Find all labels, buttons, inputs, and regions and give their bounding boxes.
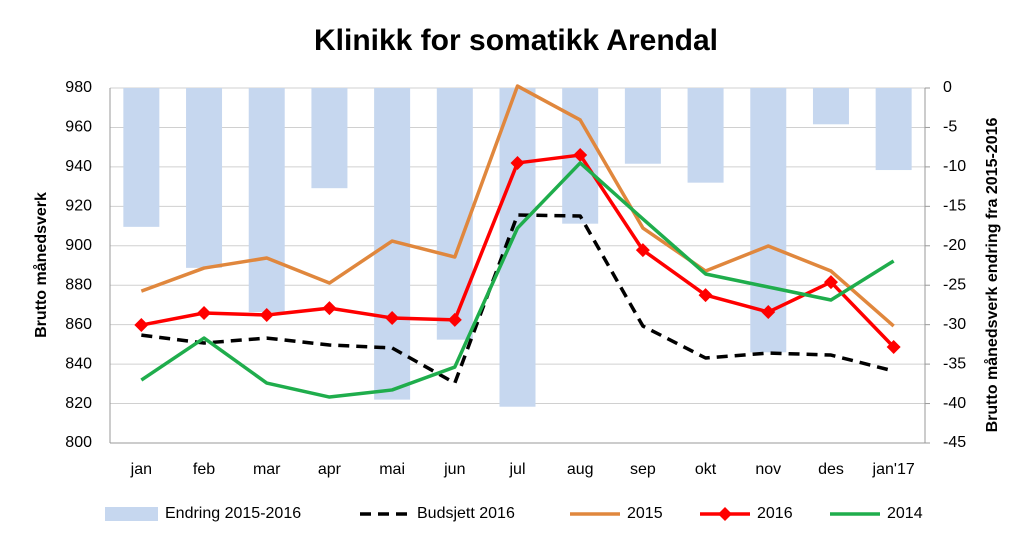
x-tick-label: mar xyxy=(253,461,281,478)
legend-label: 2014 xyxy=(887,505,923,522)
y-tick-label: 920 xyxy=(65,198,92,215)
y-tick-label: 980 xyxy=(65,79,92,96)
bar xyxy=(875,88,912,171)
y-tick-label: 800 xyxy=(65,434,92,451)
marker xyxy=(385,310,400,325)
x-tick-label: nov xyxy=(755,461,781,478)
legend-label: Budsjett 2016 xyxy=(417,505,515,522)
y-axis-title: Brutto månedsverk xyxy=(32,192,50,338)
x-tick-label: sep xyxy=(630,461,656,478)
x-tick-label: jul xyxy=(508,461,525,478)
marker xyxy=(447,312,462,327)
line xyxy=(140,161,895,399)
x-tick-label: jun xyxy=(443,461,465,478)
marker xyxy=(635,243,650,258)
x-tick-label: okt xyxy=(695,461,717,478)
marker xyxy=(322,301,337,316)
y-tick-label: 840 xyxy=(65,355,92,372)
marker xyxy=(886,339,901,354)
bar xyxy=(687,88,724,183)
y-tick-label: 860 xyxy=(65,316,92,333)
chart-title: Klinikk for somatikk Arendal xyxy=(314,24,718,57)
legend-label: 2015 xyxy=(627,505,663,522)
line xyxy=(140,84,895,328)
bar xyxy=(624,88,661,164)
x-tick-label: jan xyxy=(130,461,152,478)
x-tick-label: mai xyxy=(379,461,405,478)
x-tick-label: apr xyxy=(318,461,342,478)
y-tick-label: 880 xyxy=(65,276,92,293)
y2-tick-label: -5 xyxy=(943,119,957,136)
y2-tick-label: -15 xyxy=(943,198,966,215)
marker xyxy=(259,308,274,323)
y2-tick-label: -20 xyxy=(943,237,966,254)
y2-tick-label: -40 xyxy=(943,395,966,412)
y-tick-label: 900 xyxy=(65,237,92,254)
legend-label: Endring 2015-2016 xyxy=(165,505,301,522)
legend-label: 2016 xyxy=(757,505,793,522)
marker xyxy=(823,275,838,290)
y2-tick-label: 0 xyxy=(943,79,952,96)
x-tick-label: jan'17 xyxy=(872,461,915,478)
marker xyxy=(197,306,212,321)
y2-axis-title: Brutto månedsverk endring fra 2015-2016 xyxy=(983,118,1001,433)
marker xyxy=(698,288,713,303)
marker xyxy=(134,318,149,333)
marker xyxy=(573,148,588,163)
bar xyxy=(186,88,223,268)
y2-tick-label: -10 xyxy=(943,158,966,175)
y2-tick-label: -35 xyxy=(943,355,966,372)
legend-marker xyxy=(718,507,732,521)
bar xyxy=(123,88,160,227)
legend-swatch xyxy=(105,507,158,521)
marker xyxy=(761,305,776,320)
y-tick-label: 960 xyxy=(65,119,92,136)
marker xyxy=(510,155,525,170)
y2-tick-label: -25 xyxy=(943,276,966,293)
line xyxy=(141,213,895,385)
y-tick-label: 820 xyxy=(65,395,92,412)
x-tick-label: aug xyxy=(567,461,594,478)
bar xyxy=(311,88,348,189)
x-tick-label: des xyxy=(818,461,844,478)
y-tick-label: 940 xyxy=(65,158,92,175)
y2-tick-label: -45 xyxy=(943,434,966,451)
x-tick-label: feb xyxy=(193,461,215,478)
bar xyxy=(436,88,473,340)
bar xyxy=(812,88,849,125)
y2-tick-label: -30 xyxy=(943,316,966,333)
bar xyxy=(248,88,285,313)
